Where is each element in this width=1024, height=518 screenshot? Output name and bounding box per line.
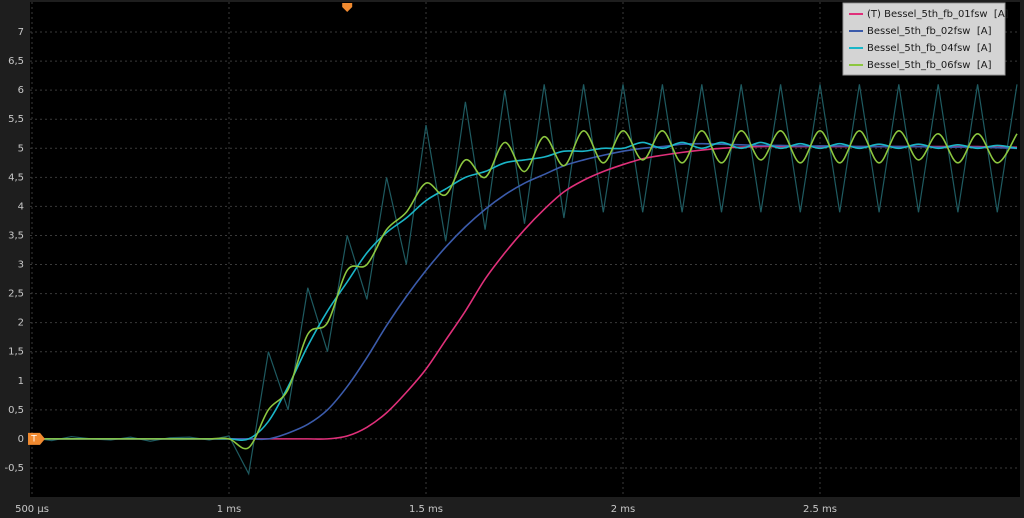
y-tick-label: 0,5 — [8, 405, 24, 416]
y-tick-label: 1 — [18, 376, 24, 387]
y-tick-label: 2,5 — [8, 289, 24, 300]
legend-label: Bessel_5th_fb_04fsw [A] — [867, 43, 992, 54]
y-tick-label: 5 — [18, 143, 24, 154]
y-tick-label: 3,5 — [8, 230, 24, 241]
x-tick-label: 1 ms — [217, 504, 242, 515]
y-tick-label: 7 — [18, 27, 24, 38]
y-tick-label: 4 — [18, 201, 24, 212]
x-tick-label: 2 ms — [611, 504, 636, 515]
x-tick-label: 1.5 ms — [409, 504, 443, 515]
y-tick-label: 5,5 — [8, 114, 24, 125]
trigger-level-marker — [28, 432, 45, 445]
trigger-time-marker — [342, 3, 353, 12]
y-tick-label: -0,5 — [4, 463, 24, 474]
plot-area — [30, 2, 1020, 497]
legend-label: (T) Bessel_5th_fb_01fsw [A] — [867, 9, 1009, 20]
y-tick-label: 6 — [18, 85, 24, 96]
y-tick-label: 2 — [18, 318, 24, 329]
x-tick-label: 2.5 ms — [803, 504, 837, 515]
trigger-marker-label: T — [30, 434, 37, 444]
y-tick-label: 1,5 — [8, 347, 24, 358]
y-tick-label: 4,5 — [8, 172, 24, 183]
series-line — [32, 130, 1018, 450]
x-tick-label: 500 µs — [15, 504, 49, 515]
legend-label: Bessel_5th_fb_06fsw [A] — [867, 60, 992, 71]
y-tick-label: 6,5 — [8, 56, 24, 67]
y-tick-label: 3 — [18, 260, 24, 271]
y-tick-label: 0 — [18, 434, 24, 445]
legend-label: Bessel_5th_fb_02fsw [A] — [867, 26, 992, 37]
legend-box — [842, 2, 1006, 76]
